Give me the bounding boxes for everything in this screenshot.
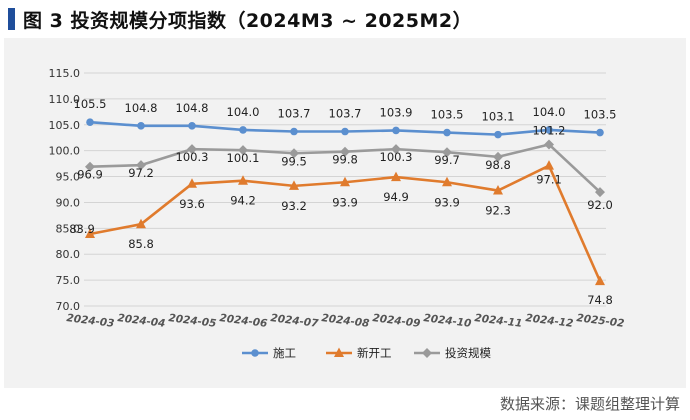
y-tick-label: 75.0 [56, 274, 81, 287]
figure-title: 图 3 投资规模分项指数（2024M3 ~ 2025M2） [23, 9, 473, 32]
data-label: 94.2 [230, 194, 256, 208]
data-point [238, 175, 248, 185]
data-label: 93.6 [179, 197, 205, 211]
data-point [136, 218, 146, 229]
data-label: 101.2 [533, 123, 566, 137]
data-point [187, 144, 197, 155]
data-label: 99.5 [281, 154, 307, 168]
y-tick-label: 70.0 [56, 300, 81, 313]
data-point [596, 128, 604, 137]
chart-area: 70.0 75.0 80.0 85.0 90.0 95.0 100.0 105.0 110.0 1… [4, 38, 686, 388]
data-label: 83.9 [69, 222, 95, 236]
data-point [188, 122, 196, 130]
data-label: 92.3 [485, 204, 511, 218]
x-tick-label: 2024-06 [219, 312, 268, 330]
data-label: 105.5 [74, 97, 107, 111]
data-point [289, 180, 299, 190]
y-tick-label: 110.0 [49, 93, 81, 106]
data-point [392, 126, 400, 135]
data-point [85, 161, 95, 172]
x-tick-label: 2024-07 [270, 312, 320, 330]
data-label: 99.7 [434, 153, 460, 167]
data-label: 104.8 [176, 101, 209, 115]
y-tick-label: 100.0 [49, 145, 81, 158]
data-label: 99.8 [332, 153, 358, 167]
line-chart: 70.075.080.085.090.095.0100.0105.0110.01… [49, 67, 626, 360]
x-tick-label: 2024-09 [372, 312, 421, 330]
data-label: 98.8 [485, 158, 511, 172]
data-point [86, 118, 94, 126]
data-point [544, 139, 554, 150]
data-label: 85.8 [128, 237, 154, 251]
title-row: 图 3 投资规模分项指数（2024M3 ~ 2025M2） [8, 6, 472, 32]
data-label: 93.9 [434, 195, 460, 209]
data-label: 92.0 [587, 198, 613, 212]
data-point [545, 126, 553, 134]
data-label: 103.1 [482, 110, 515, 124]
y-tick-label: 80.0 [56, 248, 81, 261]
data-point [493, 185, 503, 195]
data-point [391, 171, 401, 182]
data-point [341, 127, 349, 136]
data-label: 96.9 [77, 168, 103, 182]
data-point [289, 148, 299, 159]
data-label: 103.5 [431, 108, 464, 122]
x-tick-label: 2024-12 [525, 312, 574, 330]
data-point [290, 127, 298, 136]
data-label: 93.2 [281, 199, 307, 213]
data-point [136, 160, 146, 171]
legend-marker [251, 349, 259, 357]
legend-label: 投资规模 [445, 346, 491, 360]
data-point [442, 147, 452, 158]
data-label: 93.9 [332, 195, 358, 209]
data-point [595, 275, 605, 286]
data-point [238, 145, 248, 156]
y-tick-label: 105.0 [49, 119, 81, 132]
data-source-note: 数据来源：课题组整理计算 [499, 395, 680, 413]
x-tick-label: 2025-02 [576, 312, 625, 330]
data-point [239, 126, 247, 134]
data-point [595, 187, 605, 198]
y-tick-label: 90.0 [56, 196, 81, 209]
data-label: 103.7 [329, 107, 362, 121]
y-tick-label: 85.0 [56, 222, 81, 235]
data-point [494, 130, 502, 139]
data-label: 100.1 [227, 151, 260, 165]
legend-marker [334, 347, 344, 357]
data-label: 104.0 [227, 105, 260, 119]
data-point [137, 122, 145, 130]
legend-label: 新开工 [357, 346, 392, 360]
legend-marker [422, 348, 432, 358]
data-point [493, 151, 503, 162]
data-label: 103.7 [278, 107, 311, 121]
data-label: 104.8 [125, 101, 158, 115]
x-tick-label: 2024-04 [117, 312, 166, 330]
y-tick-label: 95.0 [56, 171, 81, 184]
data-label: 97.1 [536, 173, 562, 187]
data-point [443, 128, 451, 137]
data-label: 97.2 [128, 166, 154, 180]
data-label: 94.9 [383, 190, 409, 204]
x-tick-label: 2024-08 [321, 312, 370, 330]
data-label: 100.3 [380, 150, 413, 164]
data-point [544, 160, 554, 170]
legend-label: 施工 [273, 346, 296, 360]
x-tick-label: 2024-10 [423, 312, 472, 330]
x-tick-label: 2024-03 [66, 312, 115, 330]
title-accent-bar [8, 8, 15, 30]
data-point [340, 176, 350, 187]
x-tick-label: 2024-05 [168, 312, 217, 330]
x-tick-label: 2024-11 [474, 312, 523, 330]
data-point [391, 144, 401, 155]
data-label: 103.5 [584, 108, 617, 122]
data-point [85, 228, 95, 239]
data-point [442, 176, 452, 187]
data-label: 104.0 [533, 105, 566, 119]
data-label: 103.9 [380, 105, 413, 119]
data-point [340, 146, 350, 157]
data-label: 74.8 [587, 293, 613, 307]
data-label: 100.3 [176, 150, 209, 164]
data-point [187, 178, 197, 188]
y-tick-label: 115.0 [49, 67, 81, 80]
